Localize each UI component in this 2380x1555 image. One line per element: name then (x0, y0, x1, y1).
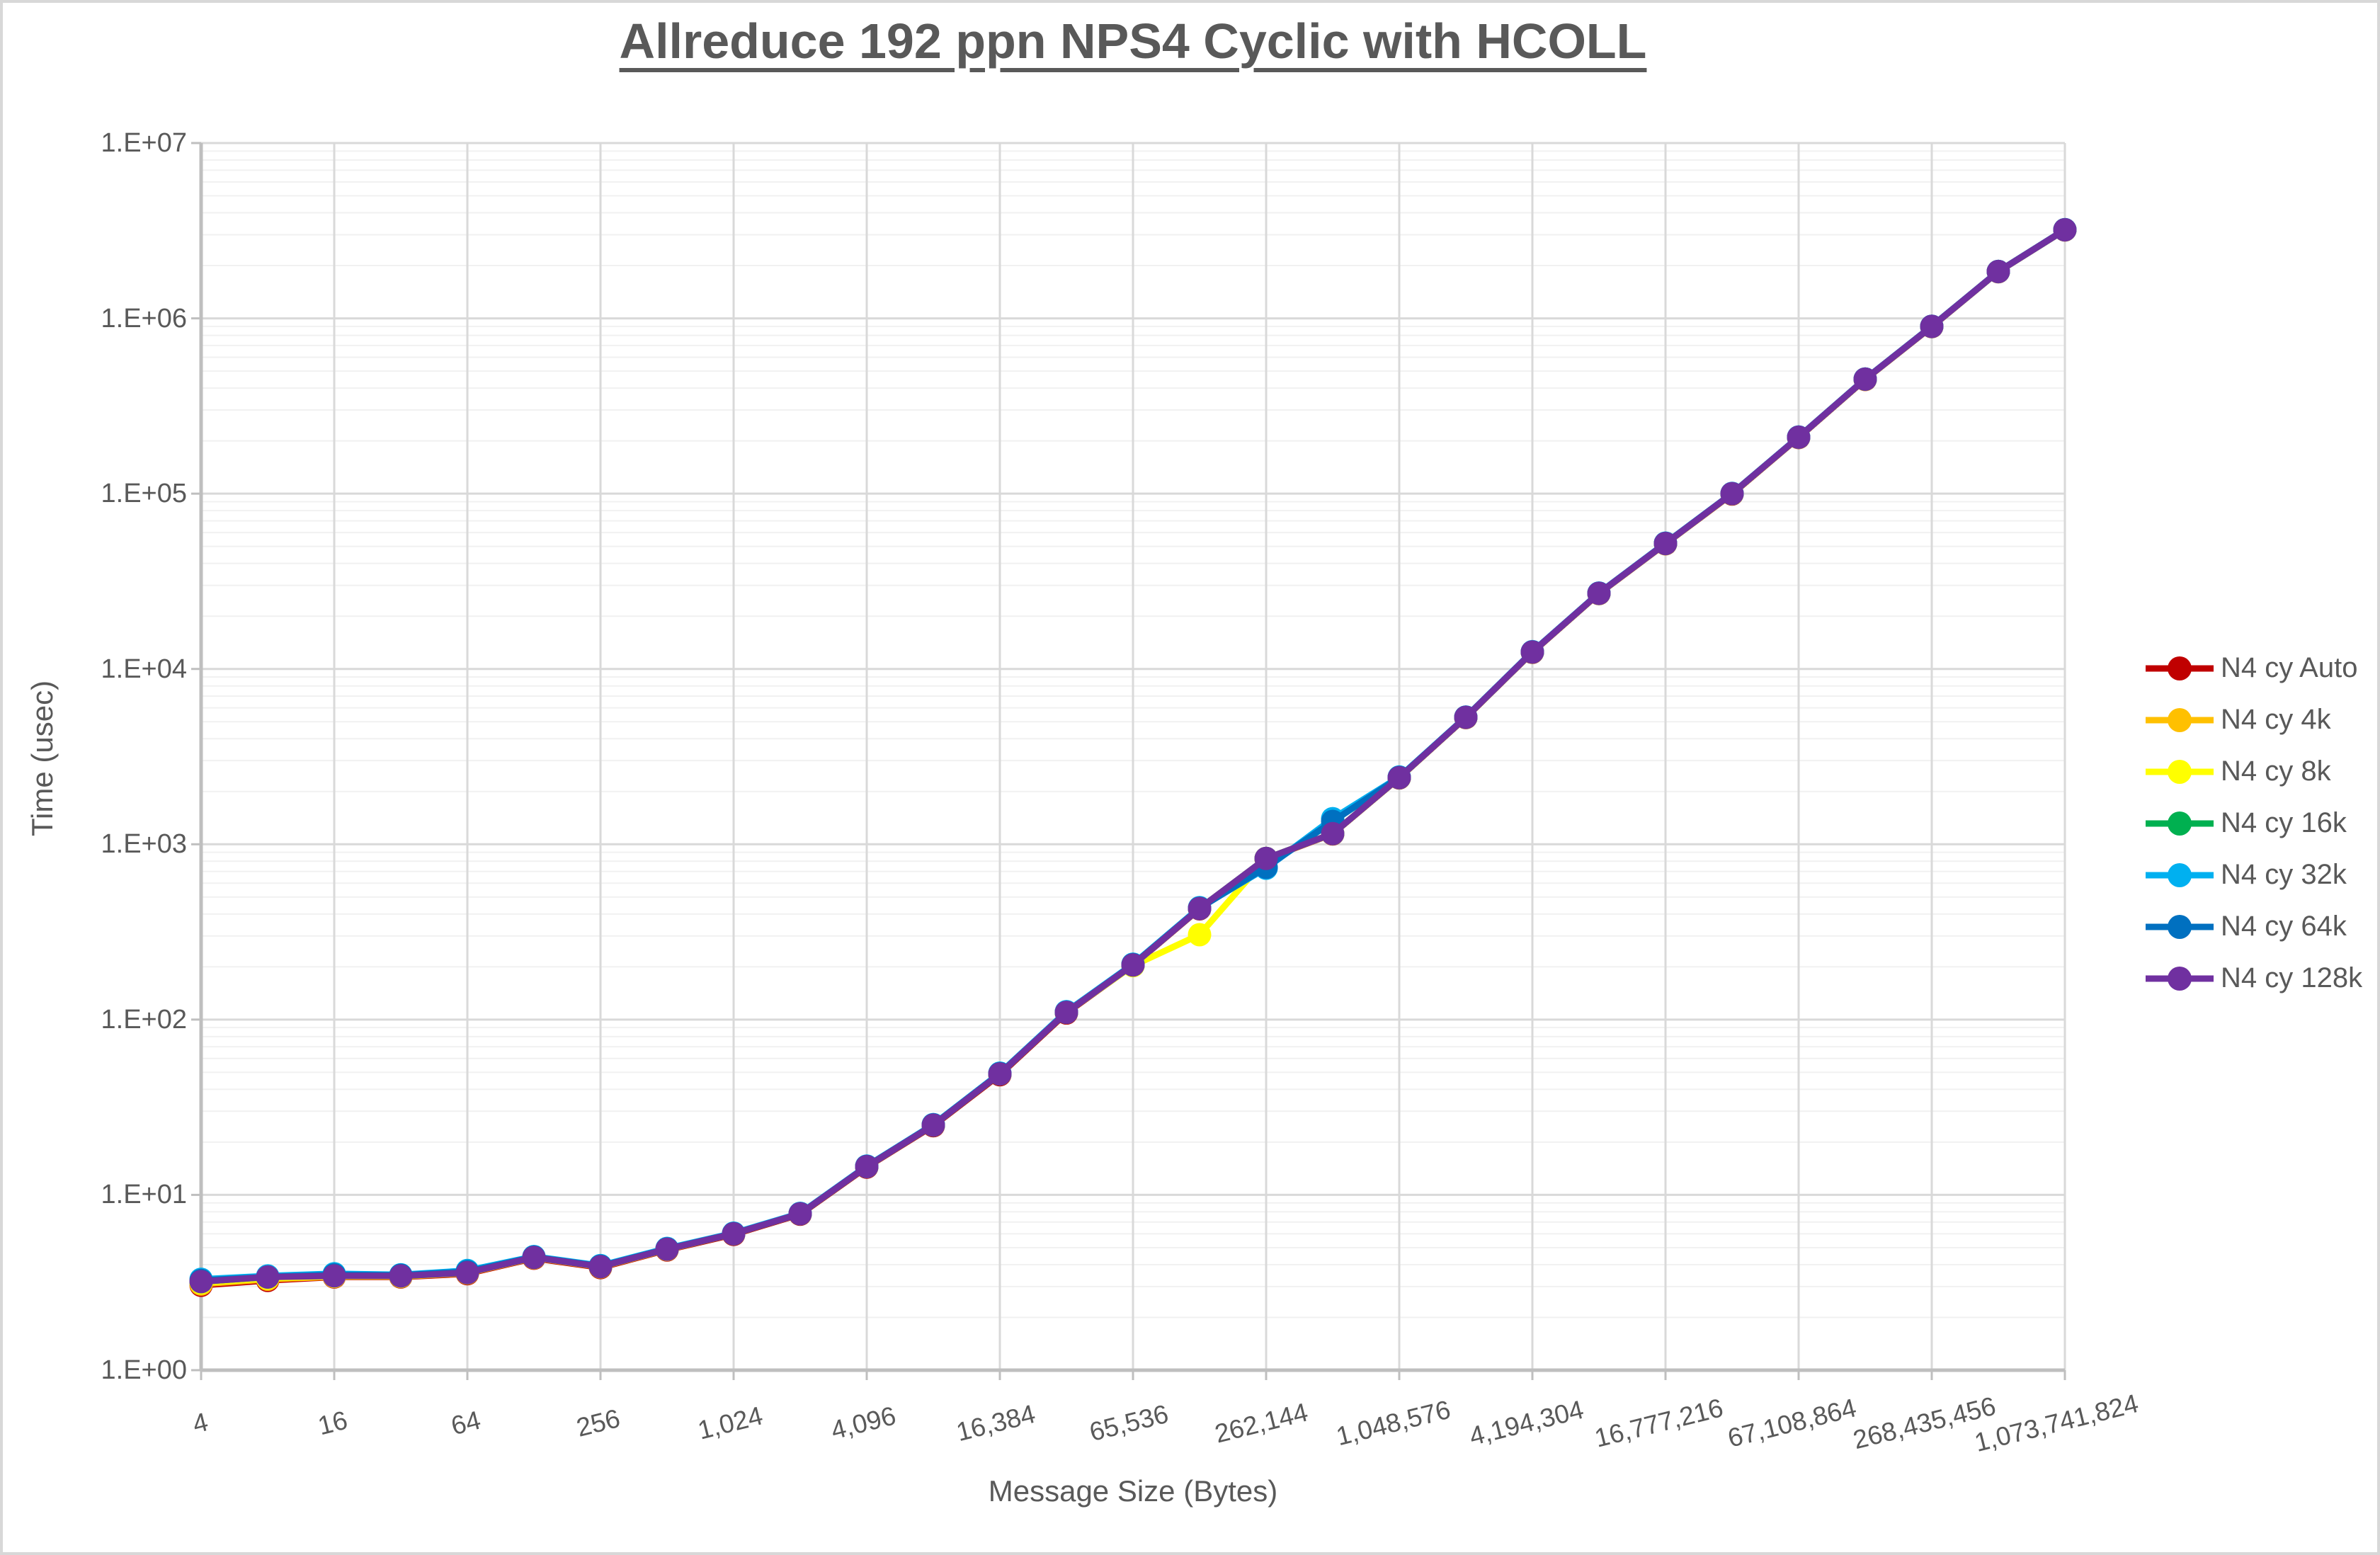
data-point-marker (1121, 953, 1145, 977)
y-tick-label: 1.E+00 (101, 1355, 188, 1385)
data-point-marker (189, 1270, 213, 1294)
data-point-marker (256, 1265, 280, 1289)
legend-label: N4 cy 4k (2221, 704, 2331, 735)
legend-marker-icon (2146, 914, 2214, 939)
data-point-marker (455, 1260, 479, 1285)
legend-label: N4 cy 32k (2221, 859, 2347, 890)
x-tick-label: 16,777,216 (1591, 1393, 1726, 1453)
data-point-marker (1920, 314, 1944, 338)
legend-label: N4 cy 128k (2221, 962, 2363, 993)
x-tick-label: 262,144 (1212, 1397, 1311, 1449)
data-point-marker (921, 1113, 945, 1137)
legend-marker-icon (2146, 811, 2214, 836)
data-point-marker (1454, 705, 1478, 729)
chart-title: Allreduce 192 ppn NPS4 Cyclic with HCOLL (619, 13, 1647, 69)
x-tick-label: 65,536 (1086, 1399, 1172, 1447)
data-point-marker (588, 1255, 613, 1279)
data-point-marker (322, 1264, 346, 1288)
y-tick-label: 1.E+07 (101, 128, 188, 158)
y-tick-label: 1.E+01 (101, 1180, 188, 1210)
y-tick-label: 1.E+03 (101, 829, 188, 860)
x-tick-label: 4,194,304 (1466, 1394, 1587, 1452)
legend: N4 cy Auto N4 cy 4k N4 cy 8k N4 cy 16k N4 cy… (2146, 642, 2362, 1004)
y-tick-label: 1.E+05 (101, 479, 188, 509)
data-point-marker (788, 1202, 812, 1226)
legend-label: N4 cy Auto (2221, 652, 2358, 683)
x-axis-title: Message Size (Bytes) (988, 1474, 1278, 1508)
data-point-marker (389, 1264, 413, 1288)
x-tick-label: 256 (573, 1403, 623, 1442)
data-point-marker (1853, 367, 1877, 391)
y-tick-label: 1.E+02 (101, 1004, 188, 1035)
legend-item-N4-cy-128k: N4 cy 128k (2146, 952, 2362, 1004)
data-point-marker (1520, 640, 1544, 664)
x-tick-label: 1,024 (695, 1401, 766, 1445)
data-point-marker (988, 1062, 1012, 1086)
legend-item-N4-cy-Auto: N4 cy Auto (2146, 642, 2362, 694)
legend-marker-icon (2146, 759, 2214, 784)
legend-marker-icon (2146, 862, 2214, 887)
legend-item-N4-cy-8k: N4 cy 8k (2146, 746, 2362, 797)
data-point-marker (1188, 923, 1212, 947)
data-point-marker (1587, 581, 1611, 605)
data-point-marker (522, 1246, 546, 1270)
data-point-marker (1054, 1001, 1078, 1025)
legend-label: N4 cy 64k (2221, 911, 2347, 942)
legend-marker-icon (2146, 966, 2214, 991)
x-tick-label: 16 (314, 1405, 351, 1441)
x-tick-label: 4 (189, 1407, 211, 1439)
legend-item-N4-cy-32k: N4 cy 32k (2146, 849, 2362, 901)
data-point-marker (655, 1237, 679, 1261)
x-tick-label: 1,073,741,824 (1971, 1389, 2141, 1458)
data-point-marker (1321, 821, 1345, 845)
legend-label: N4 cy 8k (2221, 756, 2331, 787)
legend-marker-icon (2146, 656, 2214, 680)
plot-area (189, 142, 2077, 1380)
data-point-marker (1387, 765, 1411, 790)
data-point-marker (1986, 259, 2010, 283)
data-point-marker (2053, 218, 2077, 241)
legend-item-N4-cy-64k: N4 cy 64k (2146, 901, 2362, 952)
x-tick-label: 4,096 (828, 1401, 899, 1445)
y-axis-title: Time (usec) (25, 680, 59, 837)
x-tick-label: 16,384 (953, 1399, 1039, 1447)
x-tick-label: 1,048,576 (1333, 1394, 1454, 1452)
legend-marker-icon (2146, 707, 2214, 732)
legend-item-N4-cy-4k: N4 cy 4k (2146, 694, 2362, 746)
y-tick-label: 1.E+06 (101, 303, 188, 334)
data-point-marker (1188, 896, 1212, 921)
data-point-marker (1653, 532, 1678, 555)
x-tick-label: 67,108,864 (1724, 1393, 1860, 1453)
data-point-marker (1254, 846, 1278, 870)
data-point-marker (1720, 482, 1744, 506)
data-point-marker (1787, 425, 1811, 449)
legend-label: N4 cy 16k (2221, 807, 2347, 838)
y-tick-label: 1.E+04 (101, 654, 188, 684)
x-tick-label: 64 (448, 1405, 484, 1441)
data-point-marker (722, 1221, 746, 1246)
data-point-marker (855, 1155, 879, 1178)
legend-item-N4-cy-16k: N4 cy 16k (2146, 797, 2362, 849)
